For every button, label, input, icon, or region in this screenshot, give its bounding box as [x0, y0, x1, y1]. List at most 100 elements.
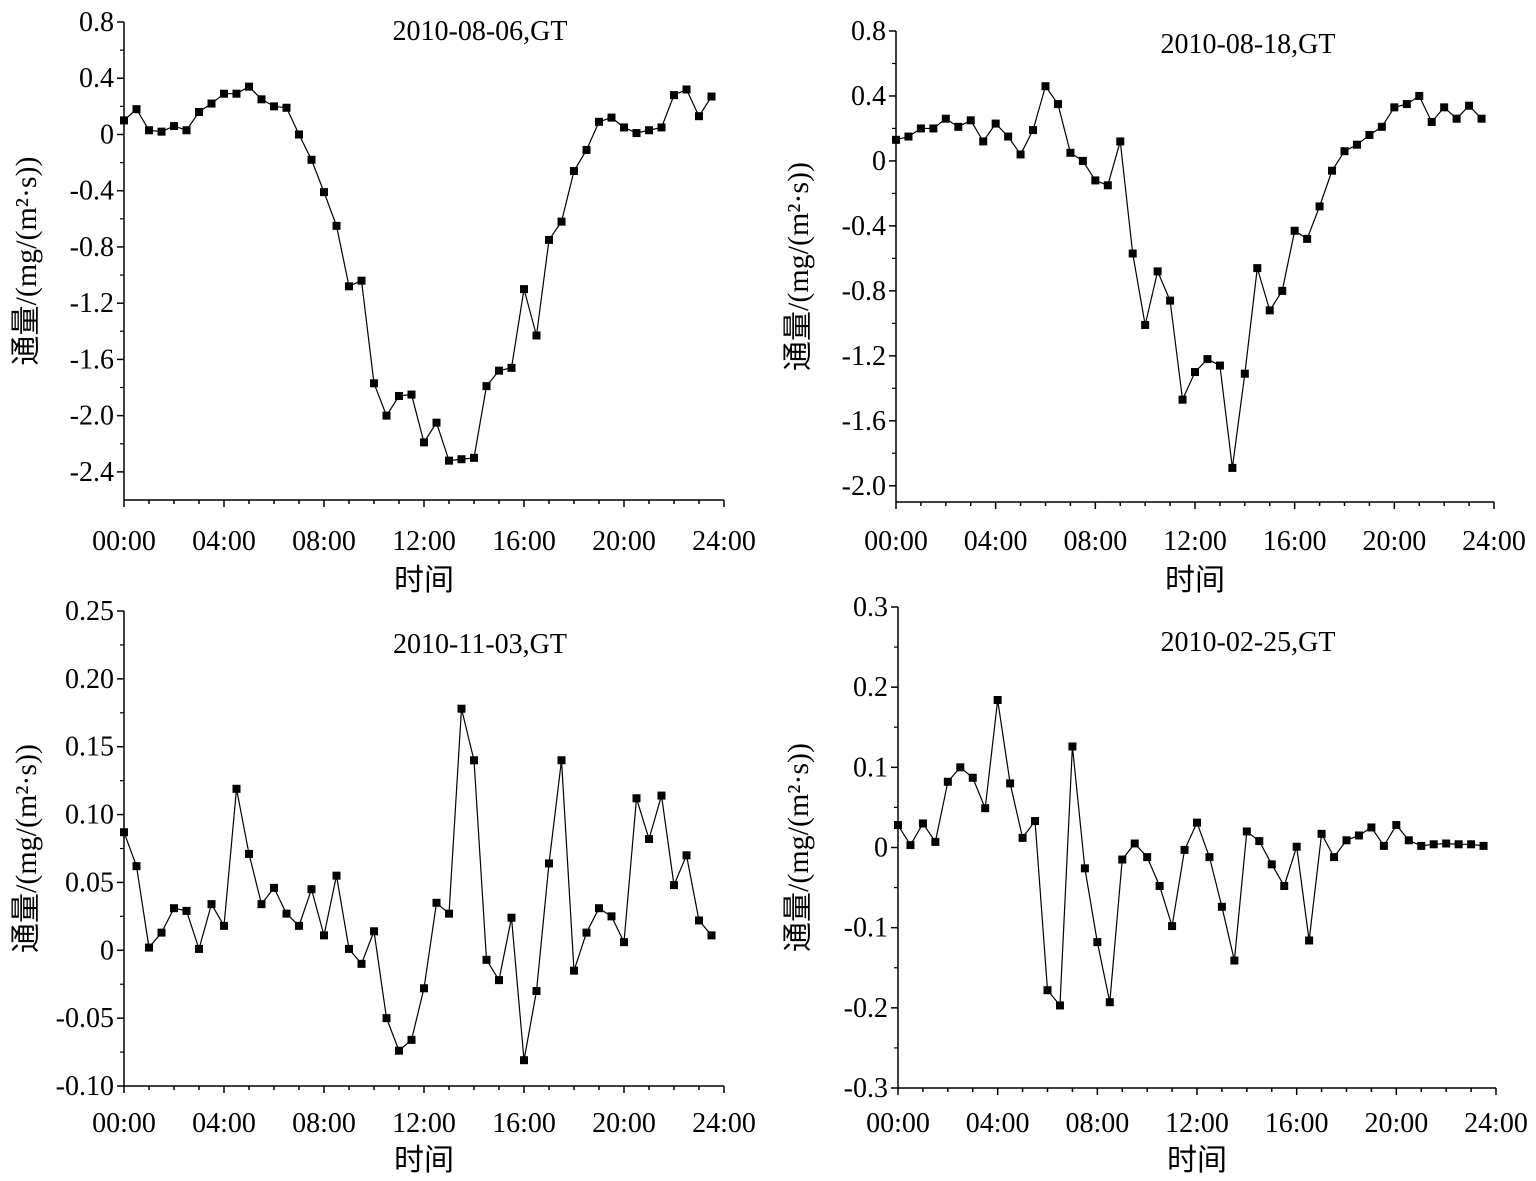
y-tick-label: -2.0	[70, 401, 114, 432]
data-point	[220, 89, 228, 98]
data-point	[1016, 150, 1025, 159]
data-point	[1130, 839, 1139, 848]
data-point	[632, 794, 641, 803]
data-point	[695, 916, 703, 925]
y-tick-label: 0.3	[853, 592, 888, 623]
x-tick-label: 20:00	[592, 526, 656, 557]
data-point	[470, 756, 478, 765]
data-point	[1367, 823, 1376, 832]
data-point	[1352, 140, 1361, 149]
data-point	[332, 871, 341, 880]
data-point	[1417, 841, 1426, 850]
data-point	[1379, 841, 1388, 850]
y-axis-label: 通量/(mg/(m²·s))	[10, 744, 43, 953]
y-tick-label: 0.05	[65, 867, 114, 898]
data-point	[507, 913, 516, 922]
data-point	[1404, 836, 1413, 845]
y-tick-label: 0.1	[853, 752, 888, 783]
x-tick-label: 24:00	[692, 1108, 756, 1139]
data-point	[1340, 147, 1349, 156]
data-point	[282, 103, 291, 112]
data-point	[991, 119, 1000, 128]
data-point	[1467, 840, 1476, 849]
data-point	[482, 955, 491, 964]
data-point	[1265, 306, 1274, 315]
data-point	[582, 928, 591, 937]
data-point	[1240, 369, 1249, 378]
data-point	[956, 763, 965, 772]
data-point	[1043, 986, 1052, 995]
x-tick-label: 00:00	[864, 526, 928, 557]
data-point	[207, 900, 216, 909]
data-point	[445, 456, 453, 465]
x-tick-label: 08:00	[292, 1108, 356, 1139]
data-point	[943, 777, 952, 786]
data-point	[382, 411, 391, 420]
data-point	[1402, 100, 1411, 109]
data-point	[695, 112, 703, 121]
data-point	[1006, 779, 1015, 788]
data-point	[595, 117, 603, 126]
y-tick-label: -0.4	[842, 211, 886, 242]
x-tick-label: 00:00	[92, 1108, 156, 1139]
data-point	[916, 124, 925, 133]
data-point	[1178, 395, 1187, 404]
chart-panel-1: 0.8 0.4 0 -0.4 -0.8 -1.2 -1.6 -2.0 -2.4 00:00 04:0…	[10, 7, 756, 597]
data-point	[507, 363, 516, 372]
data-point	[1230, 956, 1239, 965]
y-tick-label: 0.4	[851, 81, 886, 112]
x-tick-label: 12:00	[392, 1108, 456, 1139]
data-point	[918, 819, 927, 828]
data-point	[1116, 137, 1125, 146]
data-point	[170, 904, 178, 913]
x-tick-label: 20:00	[1362, 526, 1426, 557]
data-point	[382, 1014, 391, 1023]
data-point	[670, 91, 678, 100]
y-tick-label: 0	[100, 935, 114, 966]
x-tick-label: 16:00	[1263, 526, 1327, 557]
data-point	[941, 114, 950, 123]
data-point	[407, 1035, 416, 1044]
data-point	[1018, 833, 1027, 842]
x-tick-label: 08:00	[292, 526, 356, 557]
data-point	[232, 89, 241, 98]
data-point	[132, 105, 141, 114]
data-point	[1191, 368, 1199, 377]
y-tick-label: -0.3	[844, 1073, 888, 1104]
data-point	[570, 966, 578, 975]
data-point	[1255, 837, 1264, 846]
data-point	[470, 453, 478, 462]
data-point	[645, 126, 653, 135]
x-tick-label: 12:00	[392, 526, 456, 557]
data-point	[707, 931, 716, 940]
y-tick-label: 0	[874, 833, 888, 864]
data-point	[1029, 126, 1038, 135]
y-tick-label: -1.2	[842, 341, 886, 372]
data-point	[979, 137, 988, 146]
data-point	[545, 235, 553, 244]
data-point	[1465, 101, 1474, 110]
data-point	[1168, 922, 1177, 931]
data-point	[545, 859, 553, 868]
data-point	[370, 927, 378, 936]
data-point	[1053, 100, 1062, 109]
data-point	[207, 99, 216, 108]
y-tick-label: -2.4	[70, 457, 114, 488]
data-point	[1205, 853, 1214, 862]
y-tick-label: 0.25	[65, 596, 114, 627]
chart-title: 2010-08-18,GT	[1161, 29, 1336, 60]
x-tick-label: 08:00	[1065, 1108, 1129, 1139]
data-point	[1280, 881, 1289, 890]
data-point	[120, 116, 128, 125]
y-tick-label: 0.2	[853, 672, 888, 703]
data-point	[532, 987, 541, 995]
data-point	[1068, 742, 1077, 751]
data-point	[395, 391, 403, 400]
chart-panel-4: 0.3 0.2 0.1 0 -0.1 -0.2 -0.3 00:00 04:00 08:00 12:…	[782, 592, 1528, 1177]
data-point	[1103, 181, 1112, 190]
x-axis-label: 时间	[1165, 564, 1225, 597]
x-tick-label: 04:00	[966, 1108, 1030, 1139]
x-tick-label: 00:00	[92, 526, 156, 557]
chart-title: 2010-08-06,GT	[393, 16, 568, 47]
data-point	[482, 382, 491, 391]
